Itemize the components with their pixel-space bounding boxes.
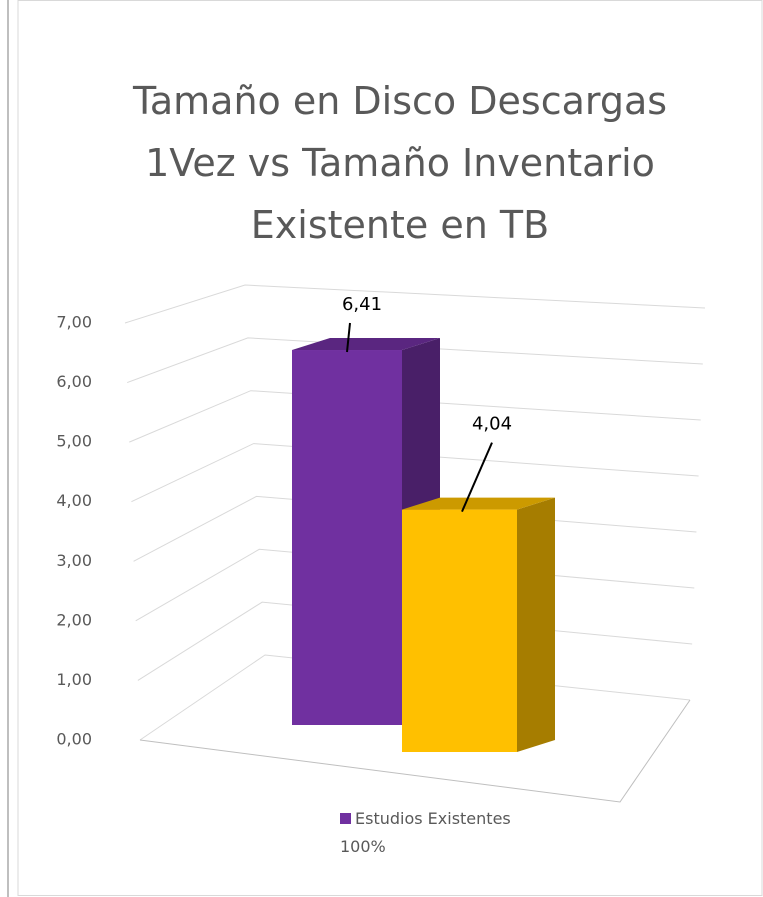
y-tick-label: 5,00 bbox=[56, 432, 92, 451]
bar-top bbox=[402, 497, 555, 510]
floor-edge bbox=[139, 699, 691, 803]
bar-side bbox=[517, 497, 555, 752]
y-tick-label: 2,00 bbox=[56, 610, 92, 629]
bar bbox=[402, 509, 517, 752]
bar bbox=[292, 350, 402, 725]
chart-frame bbox=[17, 0, 763, 896]
y-tick-label: 7,00 bbox=[56, 313, 92, 332]
data-label: 4,04 bbox=[472, 414, 512, 435]
grid-line bbox=[124, 284, 706, 324]
y-tick-label: 6,00 bbox=[56, 372, 92, 391]
grid-line bbox=[131, 443, 699, 503]
grid-line bbox=[129, 390, 701, 443]
grid-line bbox=[126, 337, 703, 384]
data-label: 6,41 bbox=[342, 294, 382, 315]
legend-label: Estudios Existentes 100% bbox=[340, 809, 511, 856]
leader-line bbox=[461, 442, 493, 512]
y-tick-label: 1,00 bbox=[56, 670, 92, 689]
leader-line bbox=[346, 322, 351, 353]
y-tick-label: 3,00 bbox=[56, 551, 92, 570]
y-tick-label: 4,00 bbox=[56, 491, 92, 510]
legend: Estudios Existentes 100% bbox=[340, 805, 540, 861]
chart-title: Tamaño en Disco Descargas 1Vez vs Tamaño… bbox=[132, 79, 668, 247]
bar-top bbox=[292, 338, 440, 351]
legend-swatch bbox=[340, 813, 351, 824]
y-tick-label: 0,00 bbox=[56, 730, 92, 749]
